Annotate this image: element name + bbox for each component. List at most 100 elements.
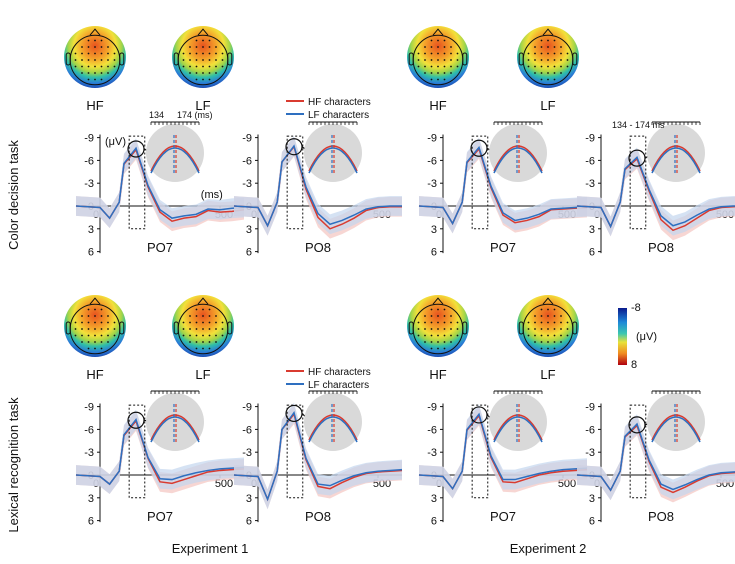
- electrode-dot: [437, 341, 439, 343]
- electrode-dot: [100, 39, 103, 42]
- electrode-dot: [182, 328, 185, 330]
- topomap-left-ear: [408, 321, 414, 335]
- column-label-experiment-2: Experiment 2: [510, 541, 587, 556]
- channel-label: PO8: [648, 240, 674, 255]
- electrode-dot: [208, 315, 211, 317]
- electrode-dot: [87, 321, 90, 324]
- electrode-dot: [81, 65, 83, 68]
- electrode-dot: [527, 59, 530, 61]
- inset-hf-curve: [308, 145, 358, 172]
- electrode-dot: [215, 321, 217, 324]
- electrode-dot: [182, 334, 185, 337]
- electrode-dot: [189, 72, 191, 74]
- electrode-dot: [534, 341, 536, 343]
- topomap: LF: [172, 295, 234, 382]
- topomap-right-ear: [227, 321, 233, 335]
- electrode-dot: [560, 334, 562, 337]
- electrode-dot: [456, 321, 459, 324]
- electrode-dot: [94, 334, 96, 337]
- electrode-dot: [208, 65, 211, 68]
- electrode-dot: [527, 321, 530, 324]
- colorbar: -8 (μV) 8: [618, 302, 657, 371]
- inset-lf-curve: [493, 416, 543, 443]
- electrode-dot: [107, 72, 109, 74]
- electrode-dot: [94, 46, 96, 48]
- electrode-dot: [527, 65, 530, 68]
- electrode-dot: [94, 59, 96, 61]
- electrode-dot: [81, 46, 83, 48]
- electrode-dot: [195, 78, 198, 81]
- electrode-dot: [100, 341, 103, 343]
- topomap-right-ear: [572, 52, 578, 66]
- electrode-dot: [94, 328, 96, 330]
- electrode-dot: [547, 52, 549, 55]
- electrode-dot: [540, 46, 543, 48]
- topomap: HF: [407, 295, 469, 382]
- analysis-window-box: [128, 135, 146, 230]
- analysis-window-box: [629, 404, 647, 499]
- electrode-dot: [540, 334, 543, 337]
- channel-label: PO7: [147, 509, 173, 524]
- electrode-dot: [189, 341, 191, 343]
- electrode-dot: [437, 347, 439, 350]
- electrode-dot: [208, 321, 211, 324]
- electrode-dot: [430, 65, 433, 68]
- electrode-dot: [189, 328, 191, 330]
- electrode-dot: [450, 341, 452, 343]
- electrode-dot: [450, 315, 452, 317]
- electrode-dot: [202, 39, 204, 42]
- electrode-dot: [182, 59, 185, 61]
- electrode-dot: [94, 347, 96, 350]
- topomap: LF: [517, 295, 579, 382]
- electrode-dot: [534, 52, 536, 55]
- electrode-dot: [534, 334, 536, 337]
- electrode-dot: [107, 341, 109, 343]
- electrode-dot: [540, 72, 543, 74]
- electrode-dot: [195, 52, 198, 55]
- electrode-dot: [87, 341, 90, 343]
- electrode-dot: [87, 46, 90, 48]
- electrode-dot: [87, 72, 90, 74]
- electrode-dot: [566, 59, 569, 61]
- topomap-left-ear: [173, 321, 179, 335]
- electrode-dot: [424, 315, 426, 317]
- electrode-dot: [74, 334, 77, 337]
- electrode-dot: [182, 321, 185, 324]
- electrode-dot: [534, 59, 536, 61]
- electrode-dot: [94, 308, 96, 311]
- channel-label: PO8: [648, 509, 674, 524]
- electrode-dot: [87, 308, 90, 311]
- y-tick-label: 6: [589, 516, 595, 528]
- electrode-dot: [443, 341, 446, 343]
- electrode-dot: [430, 334, 433, 337]
- electrode-dot: [208, 39, 211, 42]
- electrode-dot: [443, 347, 446, 350]
- electrode-dot: [566, 52, 569, 55]
- topomap-nose: [197, 297, 209, 305]
- electrode-dot: [443, 72, 446, 74]
- electrode-dot: [450, 328, 452, 330]
- electrode-dot: [450, 72, 452, 74]
- electrode-dot: [547, 46, 549, 48]
- electrode-dot: [540, 65, 543, 68]
- topomap: LF: [517, 26, 579, 113]
- electrode-dot: [566, 65, 569, 68]
- y-tick-label: -6: [84, 424, 94, 436]
- colorbar-bottom-label: 8: [631, 359, 637, 371]
- electrode-dot: [208, 59, 211, 61]
- electrode-dot: [189, 334, 191, 337]
- topomap-nose: [197, 28, 209, 36]
- electrode-dot: [547, 341, 549, 343]
- electrode-dot: [566, 321, 569, 324]
- topomap-label: HF: [86, 367, 103, 382]
- electrode-dot: [202, 321, 204, 324]
- lf-confidence-band: [234, 136, 402, 236]
- y-tick-label: -9: [242, 402, 252, 414]
- channel-label: PO7: [147, 240, 173, 255]
- topomap-field: [64, 26, 126, 88]
- electrode-dot: [87, 65, 90, 68]
- y-tick-label: -6: [242, 155, 252, 167]
- y-tick-label: -9: [84, 402, 94, 414]
- y-tick-label: -3: [242, 447, 252, 459]
- topomap-right-ear: [119, 52, 125, 66]
